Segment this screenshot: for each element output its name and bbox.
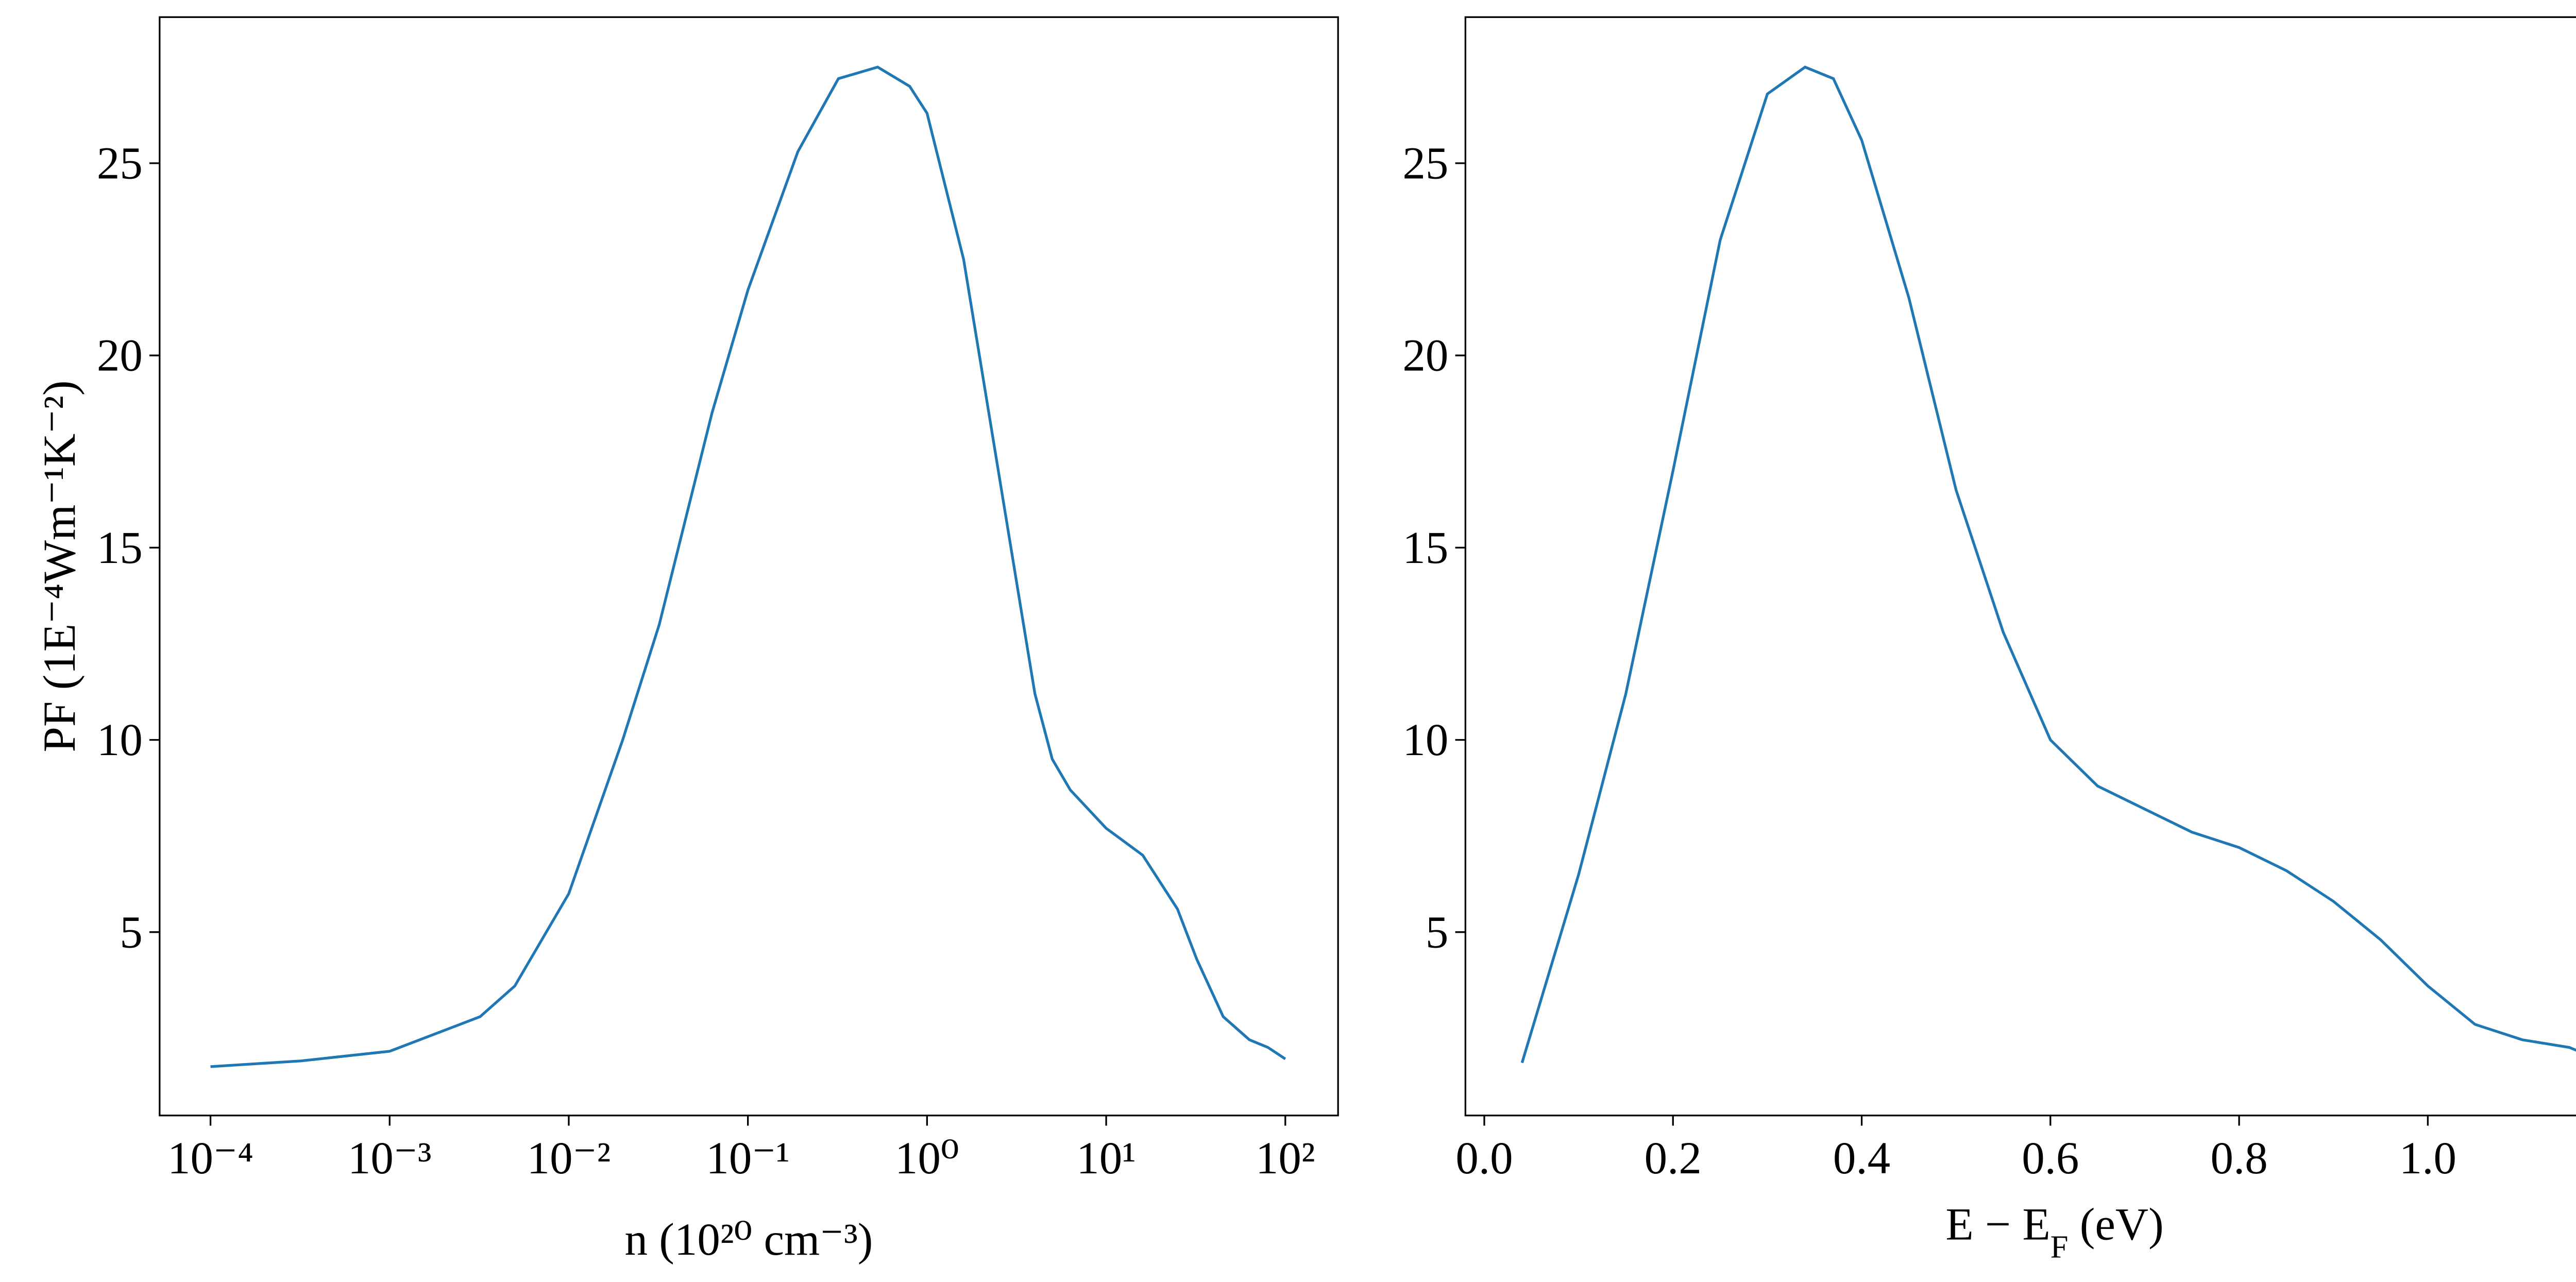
x-axis-label: E − EF (eV): [1945, 1199, 2163, 1264]
x-tick-label: 1.0: [2399, 1133, 2456, 1184]
x-tick-label: 10⁰: [895, 1133, 959, 1184]
x-tick-label: 10⁻³: [348, 1133, 432, 1184]
x-tick-label: 10⁻¹: [706, 1133, 790, 1184]
data-line: [210, 65, 1286, 1068]
x-tick-label: 0.8: [2210, 1133, 2267, 1184]
plot-frame: [159, 16, 1339, 1117]
x-tick-label: 0.6: [2022, 1133, 2079, 1184]
y-axis-label: PF (1E⁻⁴Wm⁻¹K⁻²): [35, 380, 85, 752]
y-tick-label: 20: [97, 331, 143, 381]
x-tick-label: 10⁻²: [527, 1133, 611, 1184]
x-axis-label: n (10²⁰ cm⁻³): [625, 1215, 873, 1265]
data-line: [1520, 65, 2576, 1064]
x-tick-label: 0.0: [1455, 1133, 1513, 1184]
x-tick-label: 0.2: [1645, 1133, 1702, 1184]
y-tick-label: 5: [1426, 907, 1448, 958]
x-axis-label-part: (eV): [2069, 1199, 2164, 1250]
y-tick-label: 15: [97, 523, 143, 573]
y-tick-label: 5: [120, 907, 142, 958]
y-tick-label: 25: [97, 139, 143, 189]
x-axis-label-part: E − E: [1945, 1199, 2050, 1250]
y-tick-label: 10: [97, 715, 143, 765]
x-axis-label-part: F: [2050, 1228, 2069, 1264]
y-tick-label: 20: [1402, 331, 1448, 381]
y-tick-label: 15: [1402, 523, 1448, 573]
y-tick-label: 25: [1402, 139, 1448, 189]
x-tick-label: 10¹: [1076, 1133, 1136, 1184]
plot-frame: [1464, 16, 2576, 1117]
x-tick-label: 10⁻⁴: [167, 1133, 253, 1184]
x-tick-label: 10²: [1256, 1133, 1315, 1184]
x-tick-label: 0.4: [1833, 1133, 1890, 1184]
y-tick-label: 10: [1402, 715, 1448, 765]
